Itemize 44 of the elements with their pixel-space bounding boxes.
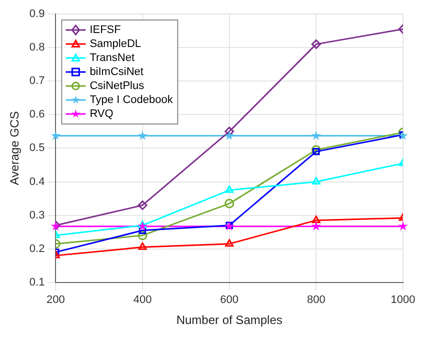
- x-axis-title: Number of Samples: [176, 313, 282, 328]
- legend-label: TransNet: [90, 52, 135, 64]
- y-tick-label: 0.8: [29, 42, 45, 54]
- y-tick-label: 0.5: [29, 142, 45, 154]
- point: [50, 130, 61, 140]
- x-tick-label: 1000: [390, 294, 416, 306]
- point: [225, 185, 234, 193]
- x-tick-label: 800: [306, 294, 326, 306]
- point: [311, 145, 321, 155]
- point: [224, 198, 234, 208]
- y-tick-label: 0.3: [29, 209, 45, 222]
- y-tick-label: 0.4: [29, 176, 45, 188]
- legend-label: biImCsiNet: [90, 66, 144, 78]
- x-tick-label: 600: [220, 294, 239, 306]
- point: [50, 221, 61, 231]
- legend-label: CsiNetPlus: [90, 80, 145, 92]
- point: [224, 130, 234, 140]
- point: [312, 216, 320, 224]
- y-tick-label: 0.6: [29, 108, 45, 121]
- point: [138, 230, 148, 240]
- x-tick-label: 400: [133, 294, 152, 306]
- y-tick-label: 0.1: [29, 276, 45, 288]
- point: [398, 130, 408, 140]
- point: [312, 177, 320, 184]
- point: [225, 239, 234, 247]
- point: [312, 148, 320, 156]
- y-tick-label: 0.2: [29, 242, 45, 255]
- point: [138, 221, 148, 231]
- legend-label: RVQ: [90, 108, 114, 120]
- point: [398, 221, 408, 231]
- legend-label: SampleDL: [90, 38, 142, 50]
- point: [138, 242, 147, 250]
- point: [311, 221, 322, 231]
- point: [311, 130, 322, 140]
- point: [138, 220, 147, 228]
- point: [138, 130, 148, 140]
- y-tick-label: 0.9: [29, 8, 45, 20]
- y-tick-label: 0.7: [29, 75, 45, 88]
- legend-label: IEFSF: [90, 24, 122, 36]
- legend-label: Type I Codebook: [90, 94, 174, 106]
- x-tick-label: 200: [46, 294, 65, 306]
- point: [138, 200, 148, 210]
- point: [311, 39, 321, 49]
- y-axis-title: Average GCS: [8, 111, 22, 186]
